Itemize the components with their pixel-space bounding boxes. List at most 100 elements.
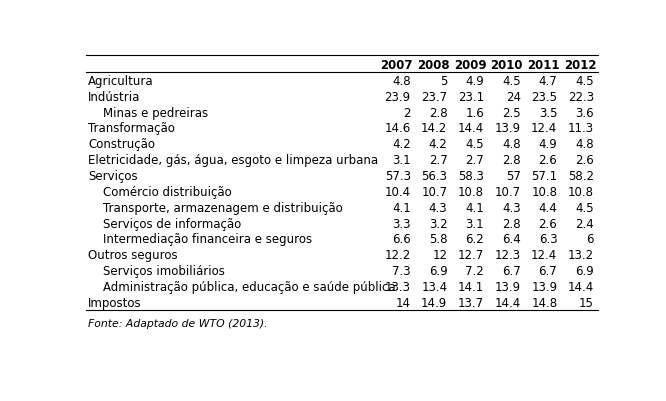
Text: 14.1: 14.1 <box>458 280 484 293</box>
Text: Impostos: Impostos <box>88 296 141 309</box>
Text: 12.3: 12.3 <box>495 249 521 261</box>
Text: Outros seguros: Outros seguros <box>88 249 178 261</box>
Text: 13.3: 13.3 <box>385 280 411 293</box>
Text: 13.9: 13.9 <box>531 280 557 293</box>
Text: Eletricidade, gás, água, esgoto e limpeza urbana: Eletricidade, gás, água, esgoto e limpez… <box>88 154 378 167</box>
Text: 4.1: 4.1 <box>466 201 484 214</box>
Text: 2.5: 2.5 <box>502 106 521 119</box>
Text: 24: 24 <box>505 91 521 103</box>
Text: 10.7: 10.7 <box>422 185 448 198</box>
Text: Agricultura: Agricultura <box>88 75 154 88</box>
Text: 4.3: 4.3 <box>502 201 521 214</box>
Text: Construção: Construção <box>88 138 155 151</box>
Text: 2.6: 2.6 <box>539 217 557 230</box>
Text: 4.3: 4.3 <box>429 201 448 214</box>
Text: 4.2: 4.2 <box>392 138 411 151</box>
Text: 57.1: 57.1 <box>531 170 557 182</box>
Text: 2.6: 2.6 <box>539 154 557 167</box>
Text: 13.4: 13.4 <box>422 280 448 293</box>
Text: 3.1: 3.1 <box>392 154 411 167</box>
Text: 2.8: 2.8 <box>502 217 521 230</box>
Text: 10.7: 10.7 <box>495 185 521 198</box>
Text: 4.5: 4.5 <box>575 201 594 214</box>
Text: 58.2: 58.2 <box>568 170 594 182</box>
Text: 4.1: 4.1 <box>392 201 411 214</box>
Text: 13.7: 13.7 <box>458 296 484 309</box>
Text: 23.5: 23.5 <box>531 91 557 103</box>
Text: 14.4: 14.4 <box>458 122 484 135</box>
Text: 11.3: 11.3 <box>568 122 594 135</box>
Text: 6.9: 6.9 <box>575 264 594 277</box>
Text: 2009: 2009 <box>454 59 486 72</box>
Text: 6.2: 6.2 <box>466 233 484 246</box>
Text: 10.8: 10.8 <box>568 185 594 198</box>
Text: 1.6: 1.6 <box>466 106 484 119</box>
Text: 14.4: 14.4 <box>494 296 521 309</box>
Text: 2011: 2011 <box>527 59 559 72</box>
Text: 6: 6 <box>587 233 594 246</box>
Text: 12.2: 12.2 <box>384 249 411 261</box>
Text: 4.5: 4.5 <box>575 75 594 88</box>
Text: 7.2: 7.2 <box>466 264 484 277</box>
Text: 2010: 2010 <box>490 59 523 72</box>
Text: 2: 2 <box>403 106 411 119</box>
Text: 5: 5 <box>440 75 448 88</box>
Text: 2007: 2007 <box>380 59 413 72</box>
Text: Indústria: Indústria <box>88 91 141 103</box>
Text: 12.4: 12.4 <box>531 122 557 135</box>
Text: 4.8: 4.8 <box>392 75 411 88</box>
Text: 57: 57 <box>505 170 521 182</box>
Text: 12.4: 12.4 <box>531 249 557 261</box>
Text: 4.8: 4.8 <box>575 138 594 151</box>
Text: 4.5: 4.5 <box>466 138 484 151</box>
Text: 6.9: 6.9 <box>429 264 448 277</box>
Text: Serviços de informação: Serviços de informação <box>88 217 241 230</box>
Text: Comércio distribuição: Comércio distribuição <box>88 185 232 198</box>
Text: 14.8: 14.8 <box>531 296 557 309</box>
Text: Intermediação financeira e seguros: Intermediação financeira e seguros <box>88 233 312 246</box>
Text: 3.5: 3.5 <box>539 106 557 119</box>
Text: 6.6: 6.6 <box>392 233 411 246</box>
Text: 12.7: 12.7 <box>458 249 484 261</box>
Text: 3.1: 3.1 <box>466 217 484 230</box>
Text: 6.7: 6.7 <box>539 264 557 277</box>
Text: 15: 15 <box>579 296 594 309</box>
Text: 14.6: 14.6 <box>384 122 411 135</box>
Text: 13.9: 13.9 <box>495 280 521 293</box>
Text: Transformação: Transformação <box>88 122 174 135</box>
Text: 14.2: 14.2 <box>421 122 448 135</box>
Text: 3.6: 3.6 <box>575 106 594 119</box>
Text: 14.4: 14.4 <box>567 280 594 293</box>
Text: Minas e pedreiras: Minas e pedreiras <box>88 106 208 119</box>
Text: 12: 12 <box>432 249 448 261</box>
Text: 6.4: 6.4 <box>502 233 521 246</box>
Text: Administração pública, educação e saúde pública: Administração pública, educação e saúde … <box>88 280 396 293</box>
Text: 14: 14 <box>396 296 411 309</box>
Text: 4.7: 4.7 <box>539 75 557 88</box>
Text: 3.3: 3.3 <box>392 217 411 230</box>
Text: 56.3: 56.3 <box>422 170 448 182</box>
Text: 7.3: 7.3 <box>392 264 411 277</box>
Text: 4.5: 4.5 <box>502 75 521 88</box>
Text: 10.4: 10.4 <box>384 185 411 198</box>
Text: 5.8: 5.8 <box>429 233 448 246</box>
Text: 3.2: 3.2 <box>429 217 448 230</box>
Text: 4.8: 4.8 <box>502 138 521 151</box>
Text: 2.7: 2.7 <box>429 154 448 167</box>
Text: 2.8: 2.8 <box>429 106 448 119</box>
Text: 13.9: 13.9 <box>495 122 521 135</box>
Text: 2.7: 2.7 <box>466 154 484 167</box>
Text: Serviços imobiliários: Serviços imobiliários <box>88 264 224 277</box>
Text: 4.2: 4.2 <box>429 138 448 151</box>
Text: 14.9: 14.9 <box>421 296 448 309</box>
Text: Fonte: Adaptado de WTO (2013).: Fonte: Adaptado de WTO (2013). <box>88 318 268 328</box>
Text: 57.3: 57.3 <box>385 170 411 182</box>
Text: 13.2: 13.2 <box>568 249 594 261</box>
Text: 10.8: 10.8 <box>458 185 484 198</box>
Text: 4.4: 4.4 <box>539 201 557 214</box>
Text: 4.9: 4.9 <box>539 138 557 151</box>
Text: 10.8: 10.8 <box>531 185 557 198</box>
Text: 6.3: 6.3 <box>539 233 557 246</box>
Text: 22.3: 22.3 <box>568 91 594 103</box>
Text: 6.7: 6.7 <box>502 264 521 277</box>
